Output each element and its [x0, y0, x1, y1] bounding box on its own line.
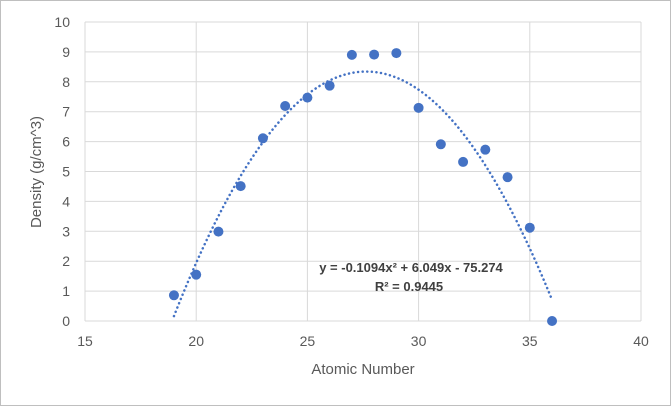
- y-tick-label: 6: [62, 134, 70, 150]
- y-tick-label: 8: [62, 74, 70, 90]
- data-point: [524, 222, 535, 233]
- y-tick-label: 9: [62, 44, 70, 60]
- trendline: [172, 70, 554, 318]
- data-point: [391, 48, 402, 59]
- trendline-equation-label: y = -0.1094x² + 6.049x - 75.274: [319, 260, 503, 275]
- x-axis-title: Atomic Number: [311, 361, 414, 378]
- data-point: [213, 226, 224, 237]
- data-point: [280, 101, 291, 112]
- y-tick-label: 5: [62, 164, 70, 180]
- y-tick-labels: 0 1 2 3 4 5 6 7 8 9 10: [54, 14, 70, 329]
- data-point: [547, 316, 558, 326]
- data-point: [302, 92, 313, 103]
- y-tick-label: 2: [62, 253, 70, 269]
- data-point: [346, 49, 357, 60]
- data-point: [168, 290, 179, 301]
- data-point: [191, 269, 202, 280]
- y-tick-label: 7: [62, 104, 70, 120]
- x-tick-label: 25: [300, 333, 316, 349]
- data-point: [413, 102, 424, 113]
- data-point: [458, 156, 469, 167]
- y-tick-label: 0: [62, 313, 70, 329]
- data-point: [502, 172, 513, 183]
- data-point: [435, 139, 446, 150]
- data-point: [480, 144, 491, 155]
- x-tick-label: 20: [188, 333, 204, 349]
- x-tick-label: 30: [411, 333, 427, 349]
- data-point: [235, 181, 246, 192]
- x-tick-label: 15: [77, 333, 93, 349]
- gridlines: [84, 21, 642, 322]
- data-points: [168, 48, 558, 326]
- x-tick-label: 40: [633, 333, 649, 349]
- data-point: [257, 133, 268, 144]
- data-point: [324, 80, 335, 91]
- x-tick-labels: 15 20 25 30 35 40: [77, 333, 649, 349]
- data-point: [369, 49, 380, 60]
- y-tick-label: 10: [54, 14, 70, 30]
- y-tick-label: 3: [62, 223, 70, 239]
- trendline-r2-label: R² = 0.9445: [375, 279, 443, 294]
- x-tick-label: 35: [522, 333, 538, 349]
- y-tick-label: 4: [62, 193, 70, 209]
- y-tick-label: 1: [62, 283, 70, 299]
- y-axis-title: Density (g/cm^3): [28, 116, 45, 228]
